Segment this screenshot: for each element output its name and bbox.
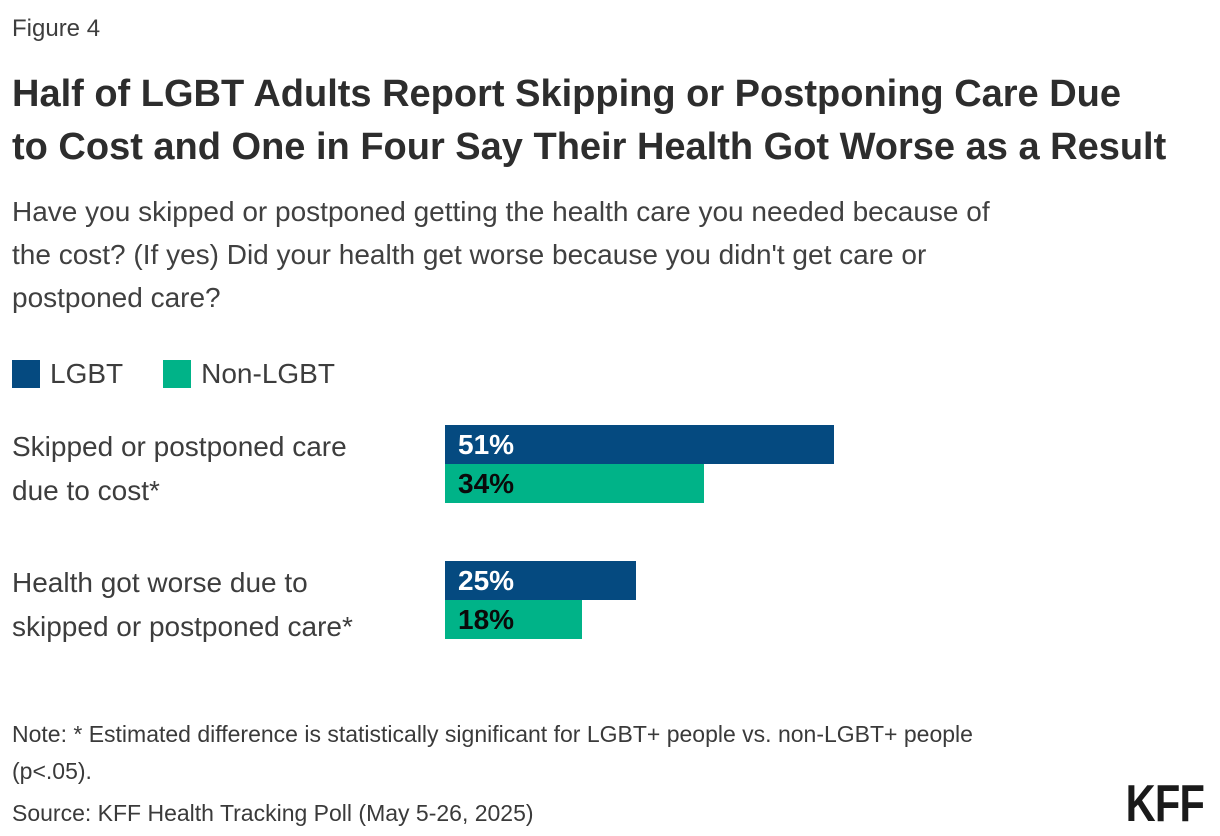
category-label-line: Skipped or postponed care	[12, 431, 347, 462]
note-text: Note: * Estimated difference is statisti…	[12, 716, 1208, 790]
subtitle-line-3: postponed care?	[12, 282, 221, 313]
legend: LGBT Non-LGBT	[12, 357, 1208, 391]
bar-value-label: 18%	[458, 603, 515, 635]
note-line-2: (p<.05).	[12, 758, 92, 784]
legend-label-non-lgbt: Non-LGBT	[201, 358, 335, 389]
title-line-1: Half of LGBT Adults Report Skipping or P…	[12, 73, 1122, 115]
subtitle-line-1: Have you skipped or postponed getting th…	[12, 196, 990, 227]
bar-value-label: 51%	[458, 428, 515, 460]
bar-non-lgbt-health-worse: 18%	[445, 600, 582, 639]
bar-group: 51% 34%	[445, 425, 834, 503]
legend-item-non-lgbt: Non-LGBT	[163, 358, 335, 390]
bar-chart: Skipped or postponed care due to cost* 5…	[12, 425, 1208, 649]
survey-question: Have you skipped or postponed getting th…	[12, 190, 1208, 319]
figure-label: Figure 4	[12, 15, 101, 42]
legend-swatch-non-lgbt	[163, 360, 192, 388]
bar-group: 25% 18%	[445, 561, 636, 639]
category-label-skipped-care: Skipped or postponed care due to cost*	[12, 425, 445, 513]
category-label-line: skipped or postponed care*	[12, 611, 353, 642]
subtitle-line-2: the cost? (If yes) Did your health get w…	[12, 239, 927, 270]
category-label-health-worse: Health got worse due to skipped or postp…	[12, 561, 445, 649]
category-label-line: due to cost*	[12, 475, 160, 506]
kff-logo: KFF	[1125, 775, 1205, 833]
legend-swatch-lgbt	[12, 360, 40, 388]
bar-non-lgbt-skipped-care: 34%	[445, 464, 704, 503]
title-line-2: to Cost and One in Four Say Their Health…	[12, 126, 1167, 168]
source-text: Source: KFF Health Tracking Poll (May 5-…	[12, 800, 534, 826]
chart-group-skipped-care: Skipped or postponed care due to cost* 5…	[12, 425, 1208, 513]
bar-value-label: 34%	[458, 467, 515, 499]
page-title: Half of LGBT Adults Report Skipping or P…	[12, 68, 1208, 174]
legend-item-lgbt: LGBT	[12, 358, 123, 390]
chart-group-health-worse: Health got worse due to skipped or postp…	[12, 561, 1208, 649]
bar-value-label: 25%	[458, 564, 515, 596]
bar-lgbt-health-worse: 25%	[445, 561, 636, 600]
legend-label-lgbt: LGBT	[50, 358, 124, 389]
bar-lgbt-skipped-care: 51%	[445, 425, 834, 464]
note-line-1: Note: * Estimated difference is statisti…	[12, 721, 973, 747]
category-label-line: Health got worse due to	[12, 567, 308, 598]
